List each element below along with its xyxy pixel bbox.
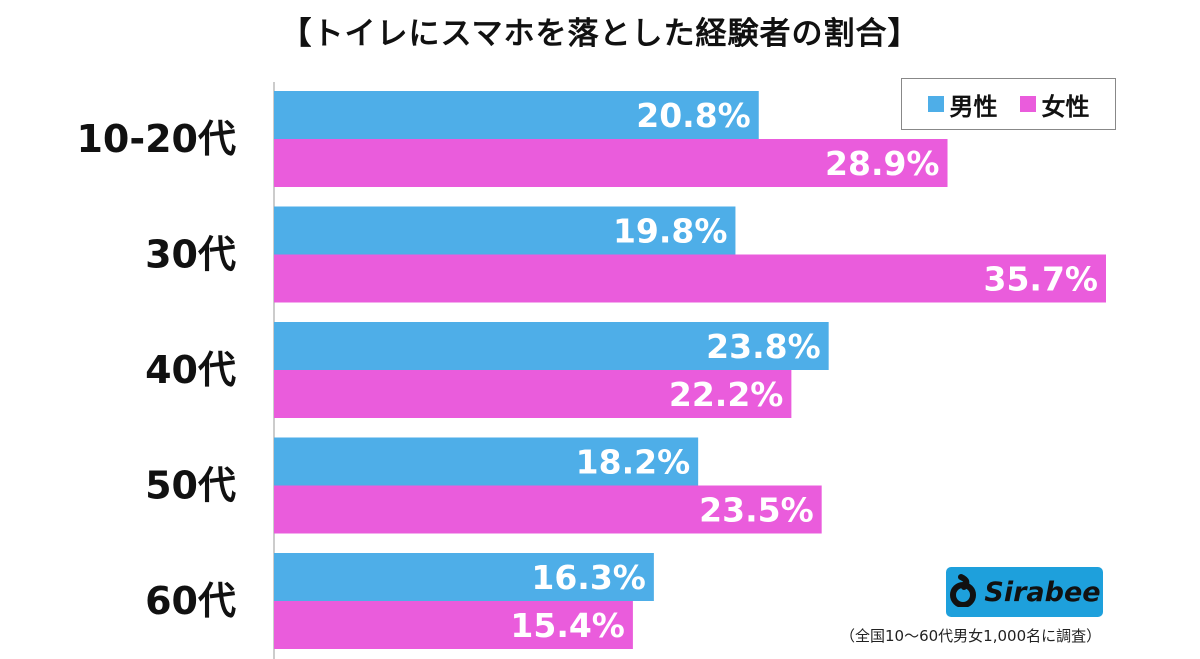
data-label: 15.4% [510, 606, 625, 645]
bar-male [274, 91, 759, 139]
category-label: 60代 [145, 579, 236, 623]
legend-item-female: 女性 [1019, 87, 1090, 122]
chart-title: 【トイレにスマホを落とした経験者の割合】 [280, 16, 920, 52]
data-label: 28.9% [825, 144, 940, 183]
legend-label-male: 男性 [949, 92, 998, 121]
bar-male [274, 553, 654, 601]
logo-mark-icon [948, 573, 978, 611]
bar-male [274, 206, 736, 255]
logo-text: Sirabee [984, 576, 1101, 608]
category-label: 10-20代 [76, 117, 236, 161]
legend-item-male: 男性 [927, 87, 998, 122]
bar-female [274, 601, 633, 649]
data-label: 18.2% [576, 443, 691, 482]
sirabee-logo: Sirabee [946, 567, 1103, 617]
footnote: （全国10〜60代男女1,000名に調査） [840, 627, 1102, 645]
bar-female [274, 139, 948, 187]
data-label: 22.2% [669, 375, 784, 414]
legend-label-female: 女性 [1041, 92, 1090, 121]
legend-swatch-male [927, 96, 944, 112]
category-label: 50代 [145, 464, 236, 508]
category-label: 30代 [145, 233, 236, 277]
bar-female [274, 254, 1106, 303]
data-label: 23.8% [706, 327, 821, 366]
bar-male [274, 437, 699, 486]
data-label: 19.8% [613, 212, 728, 251]
data-label: 20.8% [636, 96, 751, 135]
data-label: 23.5% [699, 491, 814, 530]
data-label: 16.3% [531, 558, 646, 597]
category-label: 40代 [145, 348, 236, 392]
bar-male [274, 322, 829, 370]
data-label: 35.7% [984, 260, 1099, 299]
bar-female [274, 485, 822, 534]
bar-female [274, 370, 792, 418]
legend-swatch-female [1019, 96, 1036, 112]
legend: 男性 女性 [901, 78, 1116, 130]
